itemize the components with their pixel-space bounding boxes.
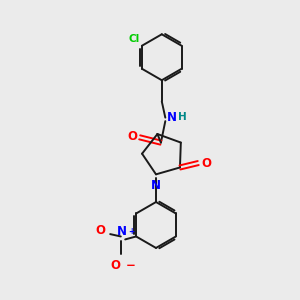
Text: N: N — [117, 225, 127, 238]
Text: N: N — [167, 110, 177, 124]
Text: O: O — [201, 157, 211, 169]
Text: −: − — [126, 259, 136, 272]
Text: O: O — [110, 259, 120, 272]
Text: +: + — [129, 227, 135, 236]
Text: O: O — [127, 130, 137, 143]
Text: H: H — [178, 112, 186, 122]
Text: N: N — [151, 179, 161, 192]
Text: Cl: Cl — [128, 34, 140, 44]
Text: O: O — [95, 224, 105, 237]
